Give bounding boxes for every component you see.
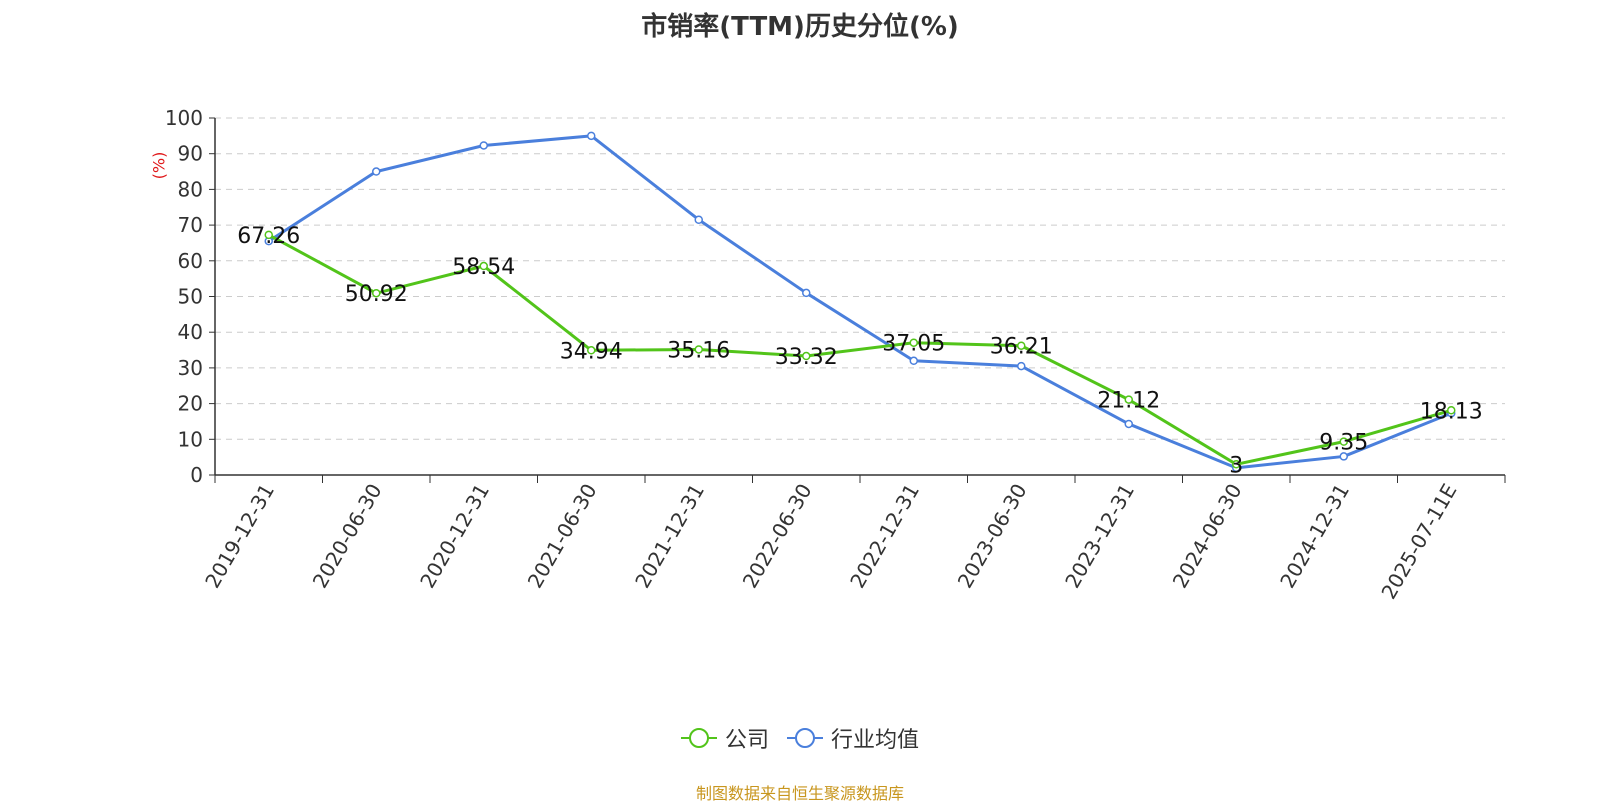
point-industry-2021-12-31	[694, 215, 703, 224]
chart-title: 市销率(TTM)历史分位(%)	[641, 12, 959, 42]
x-tick-label-2021-12-31: 2021-12-31	[630, 480, 709, 593]
point-company-2019-12-31	[264, 230, 273, 240]
data-label-2022-12-31: 37.05	[882, 332, 945, 357]
point-industry-2021-06-30	[587, 131, 596, 141]
x-tick-label-2024-06-30: 2024-06-30	[1168, 480, 1247, 593]
data-label-2019-12-31: 67.26	[237, 224, 300, 249]
y-tick-label-10: 10	[178, 427, 203, 451]
point-company-2022-12-31	[909, 338, 918, 347]
legend-item-industry[interactable]: 行业均值	[787, 722, 919, 754]
x-tick-label-2022-12-31: 2022-12-31	[845, 480, 924, 593]
point-company-2024-12-31	[1339, 437, 1348, 446]
point-industry-2020-12-31	[479, 141, 488, 150]
y-tick-label-20: 20	[178, 392, 203, 416]
source-note: 制图数据来自恒生聚源数据库	[695, 784, 904, 803]
legend-company-label: 公司	[724, 728, 769, 753]
x-tick-label-2019-12-31: 2019-12-31	[200, 480, 279, 593]
data-label-2024-06-30: 3	[1229, 453, 1243, 478]
legend: 公司 行业均值	[0, 722, 1600, 754]
line-chart: 0 10 20 30 40 50 60 70 80 90 100 2019-12-31 2020-06-…	[165, 106, 1506, 604]
point-company-2020-12-31	[479, 261, 488, 271]
data-label-2020-06-30: 50.92	[345, 282, 408, 307]
point-company-2021-06-30	[587, 346, 596, 355]
data-label-2021-06-30: 34.94	[560, 339, 623, 364]
grid-lines	[215, 117, 1505, 440]
data-label-2021-12-31: 35.16	[667, 338, 730, 363]
data-labels: 67.26 50.92 58.54 34.94 35.16 33.32 37.05 36.21…	[237, 224, 1482, 478]
legend-company-marker-icon	[680, 728, 717, 748]
series-line-industry	[267, 134, 1452, 470]
x-tick-label-2025-07-11E: 2025-07-11E	[1376, 480, 1461, 604]
point-company-2021-12-31	[694, 345, 703, 354]
data-label-2022-06-30: 33.32	[775, 345, 838, 370]
x-tick-label-2020-12-31: 2020-12-31	[415, 480, 494, 593]
point-industry-2022-12-31	[909, 356, 918, 366]
point-industry-2023-12-31	[1124, 419, 1133, 429]
data-label-2025-07-11E: 18.13	[1420, 399, 1483, 424]
point-company-2020-06-30	[372, 288, 381, 298]
y-tick-label-60: 60	[178, 249, 203, 273]
y-tick-label-30: 30	[178, 356, 203, 380]
legend-industry-marker-icon	[787, 728, 823, 748]
x-tick-label-2023-06-30: 2023-06-30	[953, 480, 1032, 593]
y-tick-label-100: 100	[165, 106, 203, 130]
x-tick-label-2023-12-31: 2023-12-31	[1060, 480, 1139, 593]
y-tick-label-0: 0	[190, 463, 203, 487]
y-tick-label-90: 90	[178, 142, 203, 166]
legend-industry-label: 行业均值	[831, 728, 920, 753]
series-line-company	[268, 233, 1452, 466]
legend-item-company[interactable]: 公司	[680, 722, 769, 754]
y-tick-label-80: 80	[178, 177, 203, 201]
point-company-2022-06-30	[802, 351, 811, 361]
point-company-2023-06-30	[1017, 341, 1026, 350]
data-label-2023-06-30: 36.21	[990, 335, 1053, 360]
point-industry-2020-06-30	[372, 167, 381, 176]
x-tick-label-2024-12-31: 2024-12-31	[1275, 480, 1354, 593]
x-tick-label-2022-06-30: 2022-06-30	[738, 480, 817, 593]
data-label-2023-12-31: 21.12	[1097, 389, 1160, 414]
x-tick-label-2020-06-30: 2020-06-30	[308, 480, 387, 593]
point-industry-2024-12-31	[1339, 452, 1348, 461]
point-company-2023-12-31	[1124, 395, 1133, 404]
data-label-2024-12-31: 9.35	[1319, 431, 1368, 456]
y-tick-label-40: 40	[178, 320, 203, 344]
point-industry-2023-06-30	[1017, 361, 1026, 371]
point-company-2025-07-11E	[1447, 406, 1456, 415]
y-tick-label-50: 50	[178, 285, 203, 309]
point-industry-2022-06-30	[802, 288, 811, 298]
point-company-2024-06-30	[1232, 460, 1241, 469]
x-tick-label-2021-06-30: 2021-06-30	[523, 480, 602, 593]
data-label-2020-12-31: 58.54	[452, 255, 515, 280]
series-lines	[264, 131, 1456, 473]
y-tick-label-70: 70	[178, 213, 203, 237]
